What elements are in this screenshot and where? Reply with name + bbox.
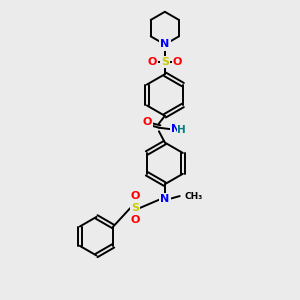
- Text: S: S: [131, 203, 139, 213]
- Text: CH₃: CH₃: [185, 192, 203, 201]
- Text: S: S: [161, 57, 169, 67]
- Text: O: O: [173, 57, 182, 67]
- Text: O: O: [130, 191, 140, 201]
- Text: O: O: [148, 57, 157, 67]
- Text: H: H: [177, 125, 186, 135]
- Text: O: O: [130, 215, 140, 225]
- Text: N: N: [160, 194, 170, 204]
- Text: O: O: [143, 117, 152, 128]
- Text: N: N: [160, 40, 170, 50]
- Text: N: N: [171, 124, 180, 134]
